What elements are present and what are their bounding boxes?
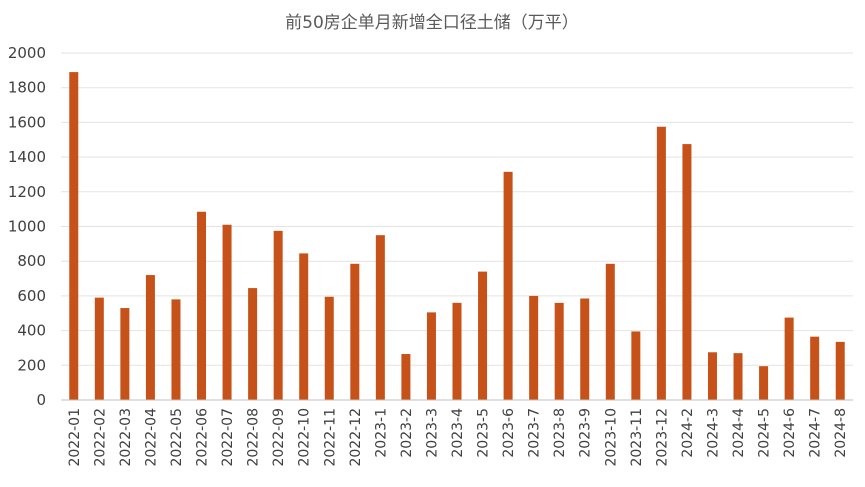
bar	[707, 352, 717, 400]
bar	[324, 296, 334, 400]
bar	[248, 288, 258, 400]
bar	[120, 308, 130, 400]
bar	[145, 275, 155, 400]
bar	[478, 271, 488, 400]
y-tick-label: 1000	[8, 218, 46, 236]
y-tick-label: 200	[17, 356, 46, 374]
bar	[503, 171, 513, 400]
x-tick-label: 2023-11	[629, 408, 645, 467]
x-tick-label: 2022-05	[169, 408, 185, 467]
bar	[426, 312, 436, 400]
x-tick-label: 2022-09	[271, 408, 287, 467]
bar	[197, 211, 207, 400]
bar	[605, 263, 615, 400]
x-tick-label: 2022-02	[92, 408, 108, 467]
y-tick-label: 1600	[8, 113, 46, 131]
bar	[69, 72, 79, 400]
x-tick-label: 2024-7	[808, 408, 824, 458]
bar	[580, 298, 590, 400]
bar	[733, 353, 743, 400]
x-tick-label: 2022-04	[143, 408, 159, 467]
x-tick-label: 2023-6	[501, 408, 517, 458]
chart-title: 前50房企单月新增全口径土储（万平）	[285, 13, 579, 33]
x-tick-label: 2023-8	[552, 408, 568, 458]
y-axis-ticks: 0 200 400 600 800 1000 1200 1400 1600 1800 2000	[8, 44, 46, 409]
bar	[171, 299, 181, 400]
bar	[529, 295, 539, 400]
bar	[401, 354, 411, 400]
bar	[222, 224, 232, 400]
y-tick-label: 1800	[8, 79, 46, 97]
x-tick-label: 2024-4	[731, 408, 747, 458]
bar	[94, 297, 104, 400]
y-tick-label: 400	[17, 322, 46, 340]
x-tick-label: 2022-08	[246, 408, 262, 467]
bar	[375, 235, 385, 400]
bar	[656, 126, 666, 401]
bar	[350, 263, 360, 400]
x-tick-label: 2022-11	[322, 408, 338, 467]
bar	[682, 144, 692, 400]
y-tick-label: 0	[36, 391, 46, 409]
x-tick-label: 2024-2	[680, 408, 696, 458]
x-tick-label: 2022-10	[297, 408, 313, 467]
x-tick-label: 2023-7	[527, 408, 543, 458]
x-tick-label: 2023-3	[424, 408, 440, 458]
x-tick-label: 2023-12	[654, 408, 670, 467]
x-tick-label: 2023-1	[373, 408, 389, 458]
x-tick-label: 2024-3	[705, 408, 721, 458]
x-axis-ticks: 2022-01 2022-02 2022-03 2022-04 2022-05 2022-…	[67, 408, 849, 467]
bar	[835, 341, 845, 400]
x-tick-label: 2024-5	[757, 408, 773, 458]
gridlines	[61, 52, 853, 366]
x-tick-label: 2023-4	[450, 408, 466, 458]
bar	[784, 317, 794, 400]
bars	[69, 72, 845, 401]
y-tick-label: 1400	[8, 148, 46, 166]
x-tick-label: 2023-9	[578, 408, 594, 458]
x-tick-label: 2023-2	[399, 408, 415, 458]
bar	[273, 230, 283, 400]
bar	[554, 302, 564, 400]
y-tick-label: 800	[17, 252, 46, 270]
y-tick-label: 1200	[8, 183, 46, 201]
x-tick-label: 2024-6	[782, 408, 798, 458]
x-tick-label: 2023-10	[603, 408, 619, 467]
bar	[631, 331, 641, 400]
x-tick-label: 2022-01	[67, 408, 83, 467]
bar	[299, 253, 309, 400]
bar	[759, 366, 769, 400]
x-tick-label: 2023-5	[476, 408, 492, 458]
x-tick-label: 2024-8	[833, 408, 849, 458]
bar	[810, 336, 820, 400]
y-tick-label: 2000	[8, 44, 46, 62]
x-tick-label: 2022-07	[220, 408, 236, 467]
y-tick-label: 600	[17, 287, 46, 305]
x-tick-label: 2022-12	[348, 408, 364, 467]
x-tick-label: 2022-06	[195, 408, 211, 467]
x-tick-label: 2022-03	[118, 408, 134, 467]
bar	[452, 302, 462, 400]
